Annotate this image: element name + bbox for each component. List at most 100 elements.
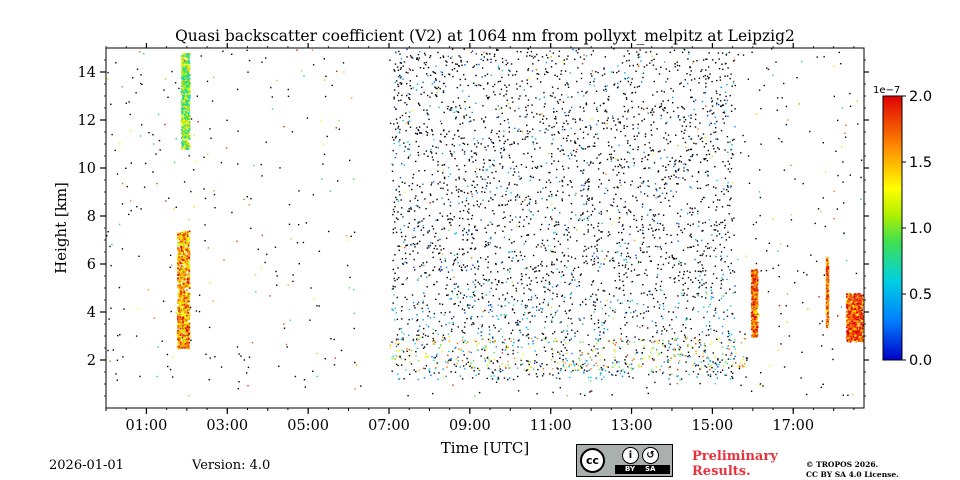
data-point (536, 73, 538, 75)
data-point (700, 161, 702, 163)
data-point (472, 322, 474, 324)
data-point (179, 285, 182, 288)
data-point (562, 60, 564, 62)
data-point (585, 55, 588, 57)
data-point (426, 261, 428, 263)
data-point (414, 246, 416, 248)
data-point (395, 217, 398, 219)
data-point (473, 323, 475, 325)
data-point (727, 358, 730, 360)
data-point (130, 209, 132, 212)
data-point (640, 249, 642, 252)
data-point (156, 182, 158, 185)
data-point (592, 227, 595, 229)
data-point (587, 229, 589, 231)
data-point (619, 372, 622, 375)
data-point (536, 376, 538, 378)
data-point (187, 313, 189, 316)
data-point (208, 379, 210, 381)
data-point (494, 149, 496, 152)
data-point (706, 311, 708, 313)
data-point (728, 213, 730, 215)
data-point (646, 214, 649, 216)
data-point (533, 362, 536, 364)
data-point (184, 267, 187, 270)
data-point (474, 248, 476, 250)
data-point (744, 363, 746, 365)
data-point (511, 97, 513, 99)
data-point (636, 303, 638, 305)
data-point (677, 348, 680, 350)
data-point (608, 153, 611, 156)
data-point (482, 310, 485, 313)
data-point (145, 162, 147, 165)
data-point (685, 125, 688, 128)
data-point (477, 327, 480, 330)
data-point (581, 90, 583, 93)
data-point (485, 169, 487, 171)
data-point (204, 224, 206, 226)
data-point (589, 356, 591, 359)
data-point (530, 218, 532, 220)
data-point (642, 241, 644, 244)
data-point (442, 377, 445, 379)
data-point (590, 368, 592, 370)
data-point (564, 84, 567, 86)
data-point (575, 192, 577, 195)
data-point (702, 270, 704, 272)
data-point (184, 338, 186, 341)
data-point (590, 161, 592, 163)
data-point (152, 171, 154, 173)
data-point (690, 96, 692, 99)
data-point (659, 223, 661, 225)
data-point (424, 355, 427, 358)
data-point (260, 267, 262, 269)
data-point (661, 289, 663, 292)
data-point (455, 358, 458, 360)
data-point (177, 284, 180, 287)
data-point (783, 366, 786, 368)
data-point (582, 172, 584, 174)
data-point (719, 94, 721, 96)
data-point (655, 289, 658, 292)
data-point (714, 382, 716, 385)
data-point (730, 339, 732, 342)
data-point (597, 137, 599, 140)
data-point (186, 260, 189, 263)
data-point (416, 57, 418, 59)
data-point (500, 262, 503, 264)
data-point (629, 226, 631, 228)
data-point (566, 395, 569, 397)
data-point (692, 309, 694, 311)
data-point (728, 236, 731, 238)
data-point (669, 141, 671, 143)
data-point (115, 373, 117, 375)
data-point (710, 109, 712, 111)
data-point (623, 125, 625, 127)
data-point (592, 50, 594, 52)
data-point (445, 60, 447, 62)
data-point (693, 142, 695, 144)
data-point (474, 247, 477, 249)
data-point (706, 371, 708, 373)
data-point (466, 61, 468, 63)
data-point (730, 378, 732, 380)
data-point (624, 242, 626, 244)
data-point (393, 89, 396, 91)
data-point (739, 331, 741, 333)
data-point (727, 115, 729, 117)
data-point (580, 365, 582, 367)
data-point (507, 102, 510, 105)
data-point (587, 198, 589, 200)
data-point (494, 53, 496, 56)
data-point (729, 288, 731, 290)
data-point (321, 178, 323, 180)
data-point (180, 292, 182, 295)
data-point (470, 268, 472, 270)
data-point (593, 258, 596, 260)
data-point (673, 349, 675, 352)
data-point (480, 355, 482, 357)
data-point (657, 342, 660, 344)
data-point (237, 130, 239, 132)
data-point (527, 69, 529, 71)
